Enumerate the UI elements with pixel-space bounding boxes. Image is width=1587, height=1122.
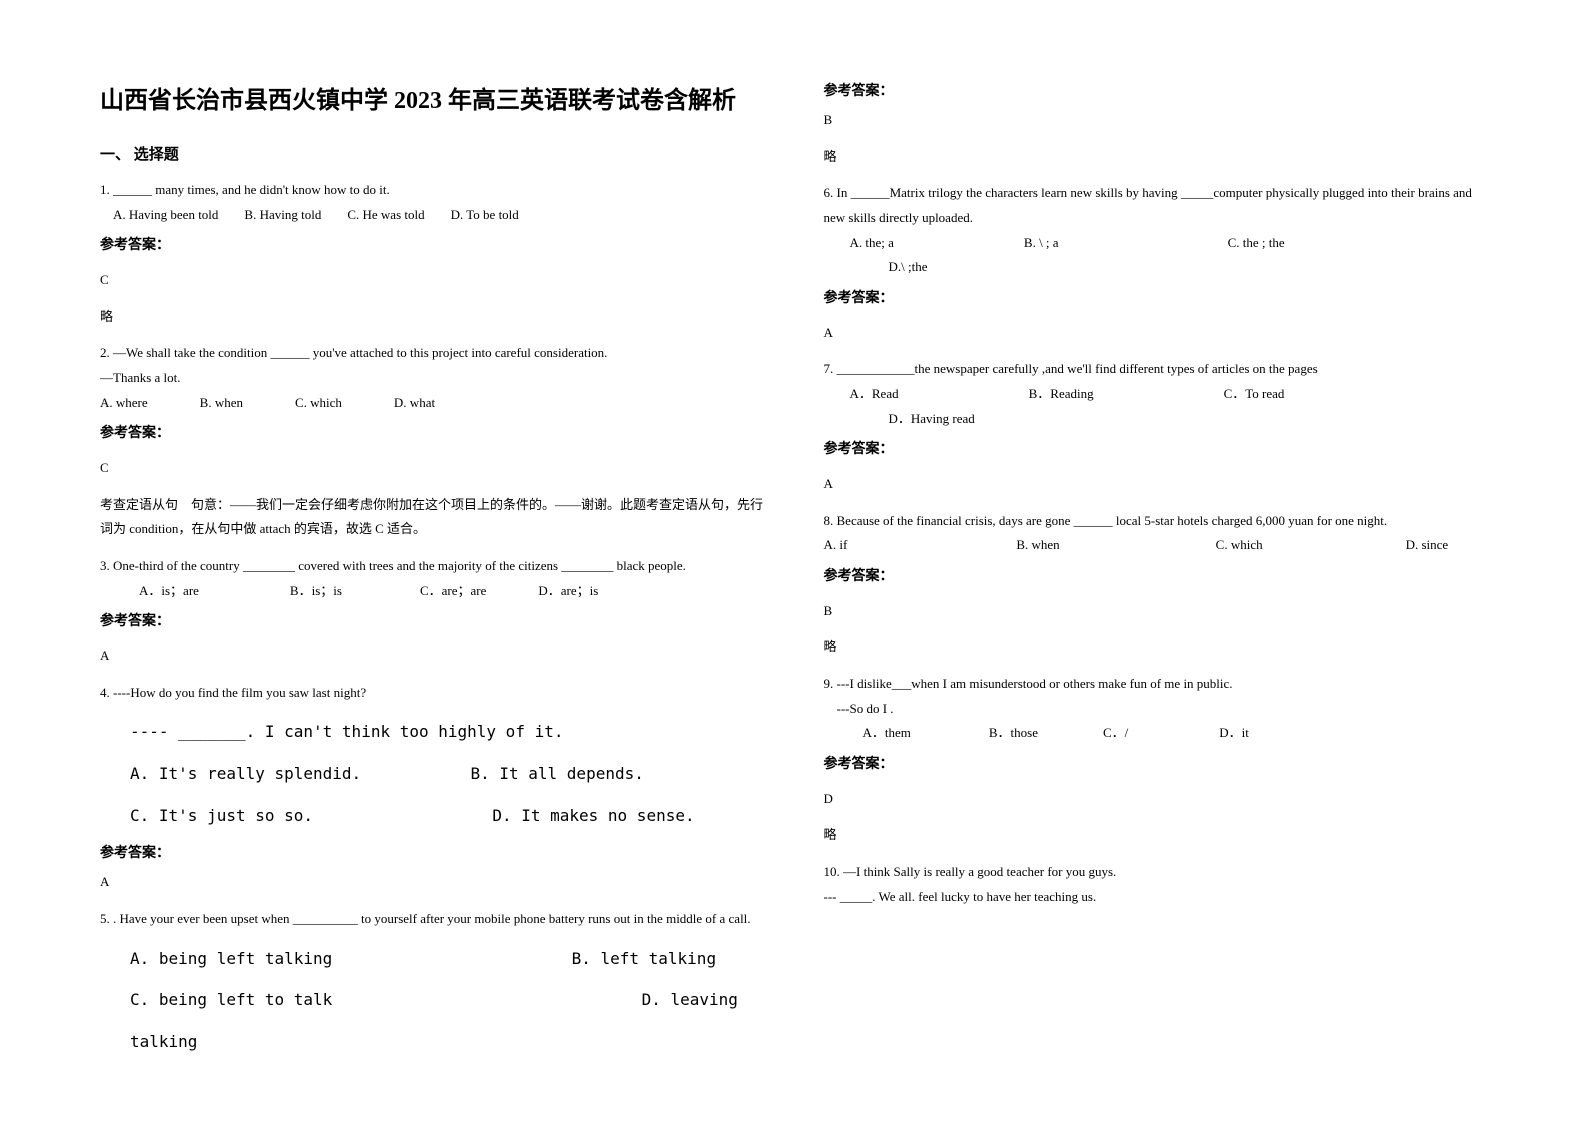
q6-text: 6. In ______Matrix trilogy the character…: [824, 181, 1488, 230]
q4-optC: C. It's just so so.: [130, 806, 313, 825]
q9-line2: ---So do I .: [824, 697, 1488, 722]
q5-options-row2: C. being left to talk D. leaving talking: [100, 979, 764, 1062]
q2-line2: —Thanks a lot.: [100, 366, 764, 391]
q5-optA: A. being left talking: [130, 949, 332, 968]
q7-opts2: D．Having read: [824, 407, 1488, 432]
q2-line1: 2. —We shall take the condition ______ y…: [100, 341, 764, 366]
answer-label: 参考答案：: [100, 609, 764, 636]
q6-opts2: D.\ ;the: [824, 255, 1488, 280]
document-page: 山西省长治市县西火镇中学 2023 年高三英语联考试卷含解析 一、 选择题 1.…: [0, 0, 1587, 1122]
q4-options-row1: A. It's really splendid. B. It all depen…: [100, 753, 764, 795]
q2-answer: C: [100, 456, 764, 481]
question-10: 10. —I think Sally is really a good teac…: [824, 860, 1488, 909]
q1-explain: 略: [100, 305, 764, 330]
q4-options-row2: C. It's just so so. D. It makes no sense…: [100, 795, 764, 837]
q9-explain: 略: [824, 823, 1488, 848]
q4-optA: A. It's really splendid.: [130, 764, 361, 783]
question-4: 4. ----How do you find the film you saw …: [100, 681, 764, 706]
q4-answer: A: [100, 870, 764, 895]
q5-explain: 略: [824, 145, 1488, 170]
q7-text: 7. ____________the newspaper carefully ,…: [824, 357, 1488, 382]
question-2: 2. —We shall take the condition ______ y…: [100, 341, 764, 448]
q5-optB: B. left talking: [572, 949, 717, 968]
q1-text: 1. ______ many times, and he didn't know…: [100, 178, 764, 203]
q3-answer: A: [100, 644, 764, 669]
q8-explain: 略: [824, 635, 1488, 660]
answer-label: 参考答案：: [100, 233, 764, 260]
q4-optB: B. It all depends.: [470, 764, 643, 783]
q10-line2: --- _____. We all. feel lucky to have he…: [824, 885, 1488, 910]
q1-answer: C: [100, 268, 764, 293]
q2-options: A. where B. when C. which D. what: [100, 391, 764, 416]
question-8: 8. Because of the financial crisis, days…: [824, 509, 1488, 591]
question-9: 9. ---I dislike___when I am misunderstoo…: [824, 672, 1488, 779]
q4-line2: ---- _______. I can't think too highly o…: [100, 711, 764, 753]
question-3: 3. One-third of the country ________ cov…: [100, 554, 764, 636]
question-6: 6. In ______Matrix trilogy the character…: [824, 181, 1488, 312]
q7-answer: A: [824, 472, 1488, 497]
q5-text: 5. . Have your ever been upset when ____…: [100, 907, 764, 932]
q7-opts1: A．Read B．Reading C．To read: [824, 382, 1488, 407]
answer-label: 参考答案：: [824, 286, 1488, 313]
q5-optC: C. being left to talk: [130, 990, 332, 1009]
q6-opts1: A. the; a B. \ ; a C. the ; the: [824, 231, 1488, 256]
question-1: 1. ______ many times, and he didn't know…: [100, 178, 764, 260]
q5-answer: B: [824, 108, 1488, 133]
q6-answer: A: [824, 321, 1488, 346]
answer-label: 参考答案：: [100, 421, 764, 448]
q9-line1: 9. ---I dislike___when I am misunderstoo…: [824, 672, 1488, 697]
q9-answer: D: [824, 787, 1488, 812]
q8-text: 8. Because of the financial crisis, days…: [824, 509, 1488, 534]
answer-label: 参考答案：: [824, 80, 1488, 100]
q2-explain: 考查定语从句 句意：——我们一定会仔细考虑你附加在这个项目上的条件的。——谢谢。…: [100, 493, 764, 542]
answer-label: 参考答案：: [824, 752, 1488, 779]
answer-label: 参考答案：: [824, 564, 1488, 591]
q5-options-row1: A. being left talking B. left talking: [100, 938, 764, 980]
section-header: 一、 选择题: [100, 143, 764, 164]
q3-text: 3. One-third of the country ________ cov…: [100, 554, 764, 579]
q10-line1: 10. —I think Sally is really a good teac…: [824, 860, 1488, 885]
q4-optD: D. It makes no sense.: [492, 806, 694, 825]
question-5: 5. . Have your ever been upset when ____…: [100, 907, 764, 932]
document-title: 山西省长治市县西火镇中学 2023 年高三英语联考试卷含解析: [100, 80, 764, 115]
answer-label: 参考答案：: [824, 437, 1488, 464]
q4-text: 4. ----How do you find the film you saw …: [100, 681, 764, 706]
q8-answer: B: [824, 599, 1488, 624]
answer-label: 参考答案：: [100, 842, 764, 862]
q9-options: A．them B．those C．/ D．it: [824, 721, 1488, 746]
q3-options: A．is；are B．is；is C．are；are D．are；is: [100, 579, 764, 604]
question-7: 7. ____________the newspaper carefully ,…: [824, 357, 1488, 464]
q8-options: A. if B. when C. which D. since: [824, 533, 1488, 558]
q1-options: A. Having been told B. Having told C. He…: [100, 203, 764, 228]
